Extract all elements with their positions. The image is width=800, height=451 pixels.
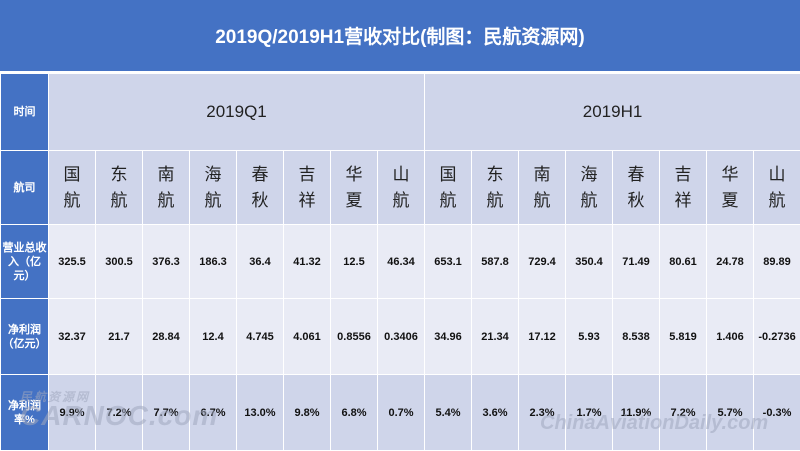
airline-cell: 国航 xyxy=(425,151,472,225)
revenue-cell: 729.4 xyxy=(519,225,566,299)
net-profit-cell: 5.93 xyxy=(566,299,613,375)
net-profit-cell: 28.84 xyxy=(143,299,190,375)
airline-name: 华夏 xyxy=(720,162,740,214)
net-margin-cell: 2.3% xyxy=(519,375,566,451)
revenue-cell: 24.78 xyxy=(707,225,754,299)
revenue-cell: 376.3 xyxy=(143,225,190,299)
revenue-cell: 41.32 xyxy=(284,225,331,299)
net-margin-row: 净利润率% 9.9%7.2%7.7%6.7%13.0%9.8%6.8%0.7%5… xyxy=(1,375,800,451)
net-margin-cell: 7.7% xyxy=(143,375,190,451)
revenue-cell: 350.4 xyxy=(566,225,613,299)
net-margin-cell: 7.2% xyxy=(96,375,143,451)
net-margin-cell: -0.3% xyxy=(754,375,800,451)
revenue-cell: 36.4 xyxy=(237,225,284,299)
net-profit-cell: 4.745 xyxy=(237,299,284,375)
revenue-cell: 587.8 xyxy=(472,225,519,299)
airline-name: 海航 xyxy=(579,162,599,214)
airline-name: 南航 xyxy=(156,162,176,214)
airline-name: 华夏 xyxy=(344,162,364,214)
net-profit-cell: 12.4 xyxy=(190,299,237,375)
revenue-cell: 186.3 xyxy=(190,225,237,299)
revenue-cell: 300.5 xyxy=(96,225,143,299)
revenue-cell: 71.49 xyxy=(613,225,660,299)
net-margin-cell: 0.7% xyxy=(378,375,425,451)
airline-row: 航司 国航东航南航海航春秋吉祥华夏山航国航东航南航海航春秋吉祥华夏山航 xyxy=(1,151,800,225)
net-margin-cell: 11.9% xyxy=(613,375,660,451)
airline-name: 海航 xyxy=(203,162,223,214)
airline-cell: 吉祥 xyxy=(284,151,331,225)
airline-cell: 山航 xyxy=(378,151,425,225)
airline-name: 国航 xyxy=(438,162,458,214)
net-profit-cell: 32.37 xyxy=(49,299,96,375)
airline-cell: 东航 xyxy=(96,151,143,225)
airline-name: 春秋 xyxy=(250,162,270,214)
row-label-net-margin: 净利润率% xyxy=(1,375,49,451)
row-label-revenue: 营业总收入（亿元） xyxy=(1,225,49,299)
revenue-cell: 325.5 xyxy=(49,225,96,299)
airline-cell: 海航 xyxy=(190,151,237,225)
net-profit-cell: 17.12 xyxy=(519,299,566,375)
net-profit-cell: 0.3406 xyxy=(378,299,425,375)
net-profit-cell: -0.2736 xyxy=(754,299,800,375)
airline-name: 东航 xyxy=(109,162,129,214)
airline-name: 山航 xyxy=(391,162,411,214)
net-margin-cell: 13.0% xyxy=(237,375,284,451)
airline-name: 吉祥 xyxy=(673,162,693,214)
row-label-period: 时间 xyxy=(1,74,49,151)
net-margin-cell: 5.4% xyxy=(425,375,472,451)
airline-cell: 华夏 xyxy=(331,151,378,225)
airline-cell: 国航 xyxy=(49,151,96,225)
period-header-h1: 2019H1 xyxy=(425,74,800,151)
revenue-cell: 80.61 xyxy=(660,225,707,299)
airline-cell: 山航 xyxy=(754,151,800,225)
revenue-cell: 653.1 xyxy=(425,225,472,299)
airline-cell: 南航 xyxy=(519,151,566,225)
airline-name: 南航 xyxy=(532,162,552,214)
net-margin-cell: 6.7% xyxy=(190,375,237,451)
period-header-q1: 2019Q1 xyxy=(49,74,425,151)
table-title: 2019Q/2019H1营收对比(制图：民航资源网) xyxy=(0,0,800,73)
net-margin-cell: 9.9% xyxy=(49,375,96,451)
net-profit-cell: 21.34 xyxy=(472,299,519,375)
net-profit-cell: 5.819 xyxy=(660,299,707,375)
airline-cell: 春秋 xyxy=(613,151,660,225)
net-margin-cell: 3.6% xyxy=(472,375,519,451)
comparison-table: 时间 2019Q1 2019H1 航司 国航东航南航海航春秋吉祥华夏山航国航东航… xyxy=(0,73,800,451)
row-label-net-profit: 净利润（亿元） xyxy=(1,299,49,375)
airline-name: 山航 xyxy=(767,162,787,214)
net-profit-cell: 0.8556 xyxy=(331,299,378,375)
airline-name: 春秋 xyxy=(626,162,646,214)
airline-cell: 吉祥 xyxy=(660,151,707,225)
airline-name: 东航 xyxy=(485,162,505,214)
net-margin-cell: 9.8% xyxy=(284,375,331,451)
airline-cell: 东航 xyxy=(472,151,519,225)
row-label-airline: 航司 xyxy=(1,151,49,225)
net-profit-cell: 21.7 xyxy=(96,299,143,375)
net-profit-cell: 34.96 xyxy=(425,299,472,375)
airline-cell: 南航 xyxy=(143,151,190,225)
airline-cell: 春秋 xyxy=(237,151,284,225)
net-profit-cell: 8.538 xyxy=(613,299,660,375)
airline-cell: 海航 xyxy=(566,151,613,225)
net-profit-cell: 4.061 xyxy=(284,299,331,375)
airline-name: 国航 xyxy=(62,162,82,214)
net-margin-cell: 6.8% xyxy=(331,375,378,451)
net-margin-cell: 5.7% xyxy=(707,375,754,451)
net-profit-cell: 1.406 xyxy=(707,299,754,375)
airline-cell: 华夏 xyxy=(707,151,754,225)
revenue-cell: 46.34 xyxy=(378,225,425,299)
revenue-cell: 12.5 xyxy=(331,225,378,299)
period-row: 时间 2019Q1 2019H1 xyxy=(1,74,800,151)
net-margin-cell: 7.2% xyxy=(660,375,707,451)
net-margin-cell: 1.7% xyxy=(566,375,613,451)
revenue-cell: 89.89 xyxy=(754,225,800,299)
airline-name: 吉祥 xyxy=(297,162,317,214)
